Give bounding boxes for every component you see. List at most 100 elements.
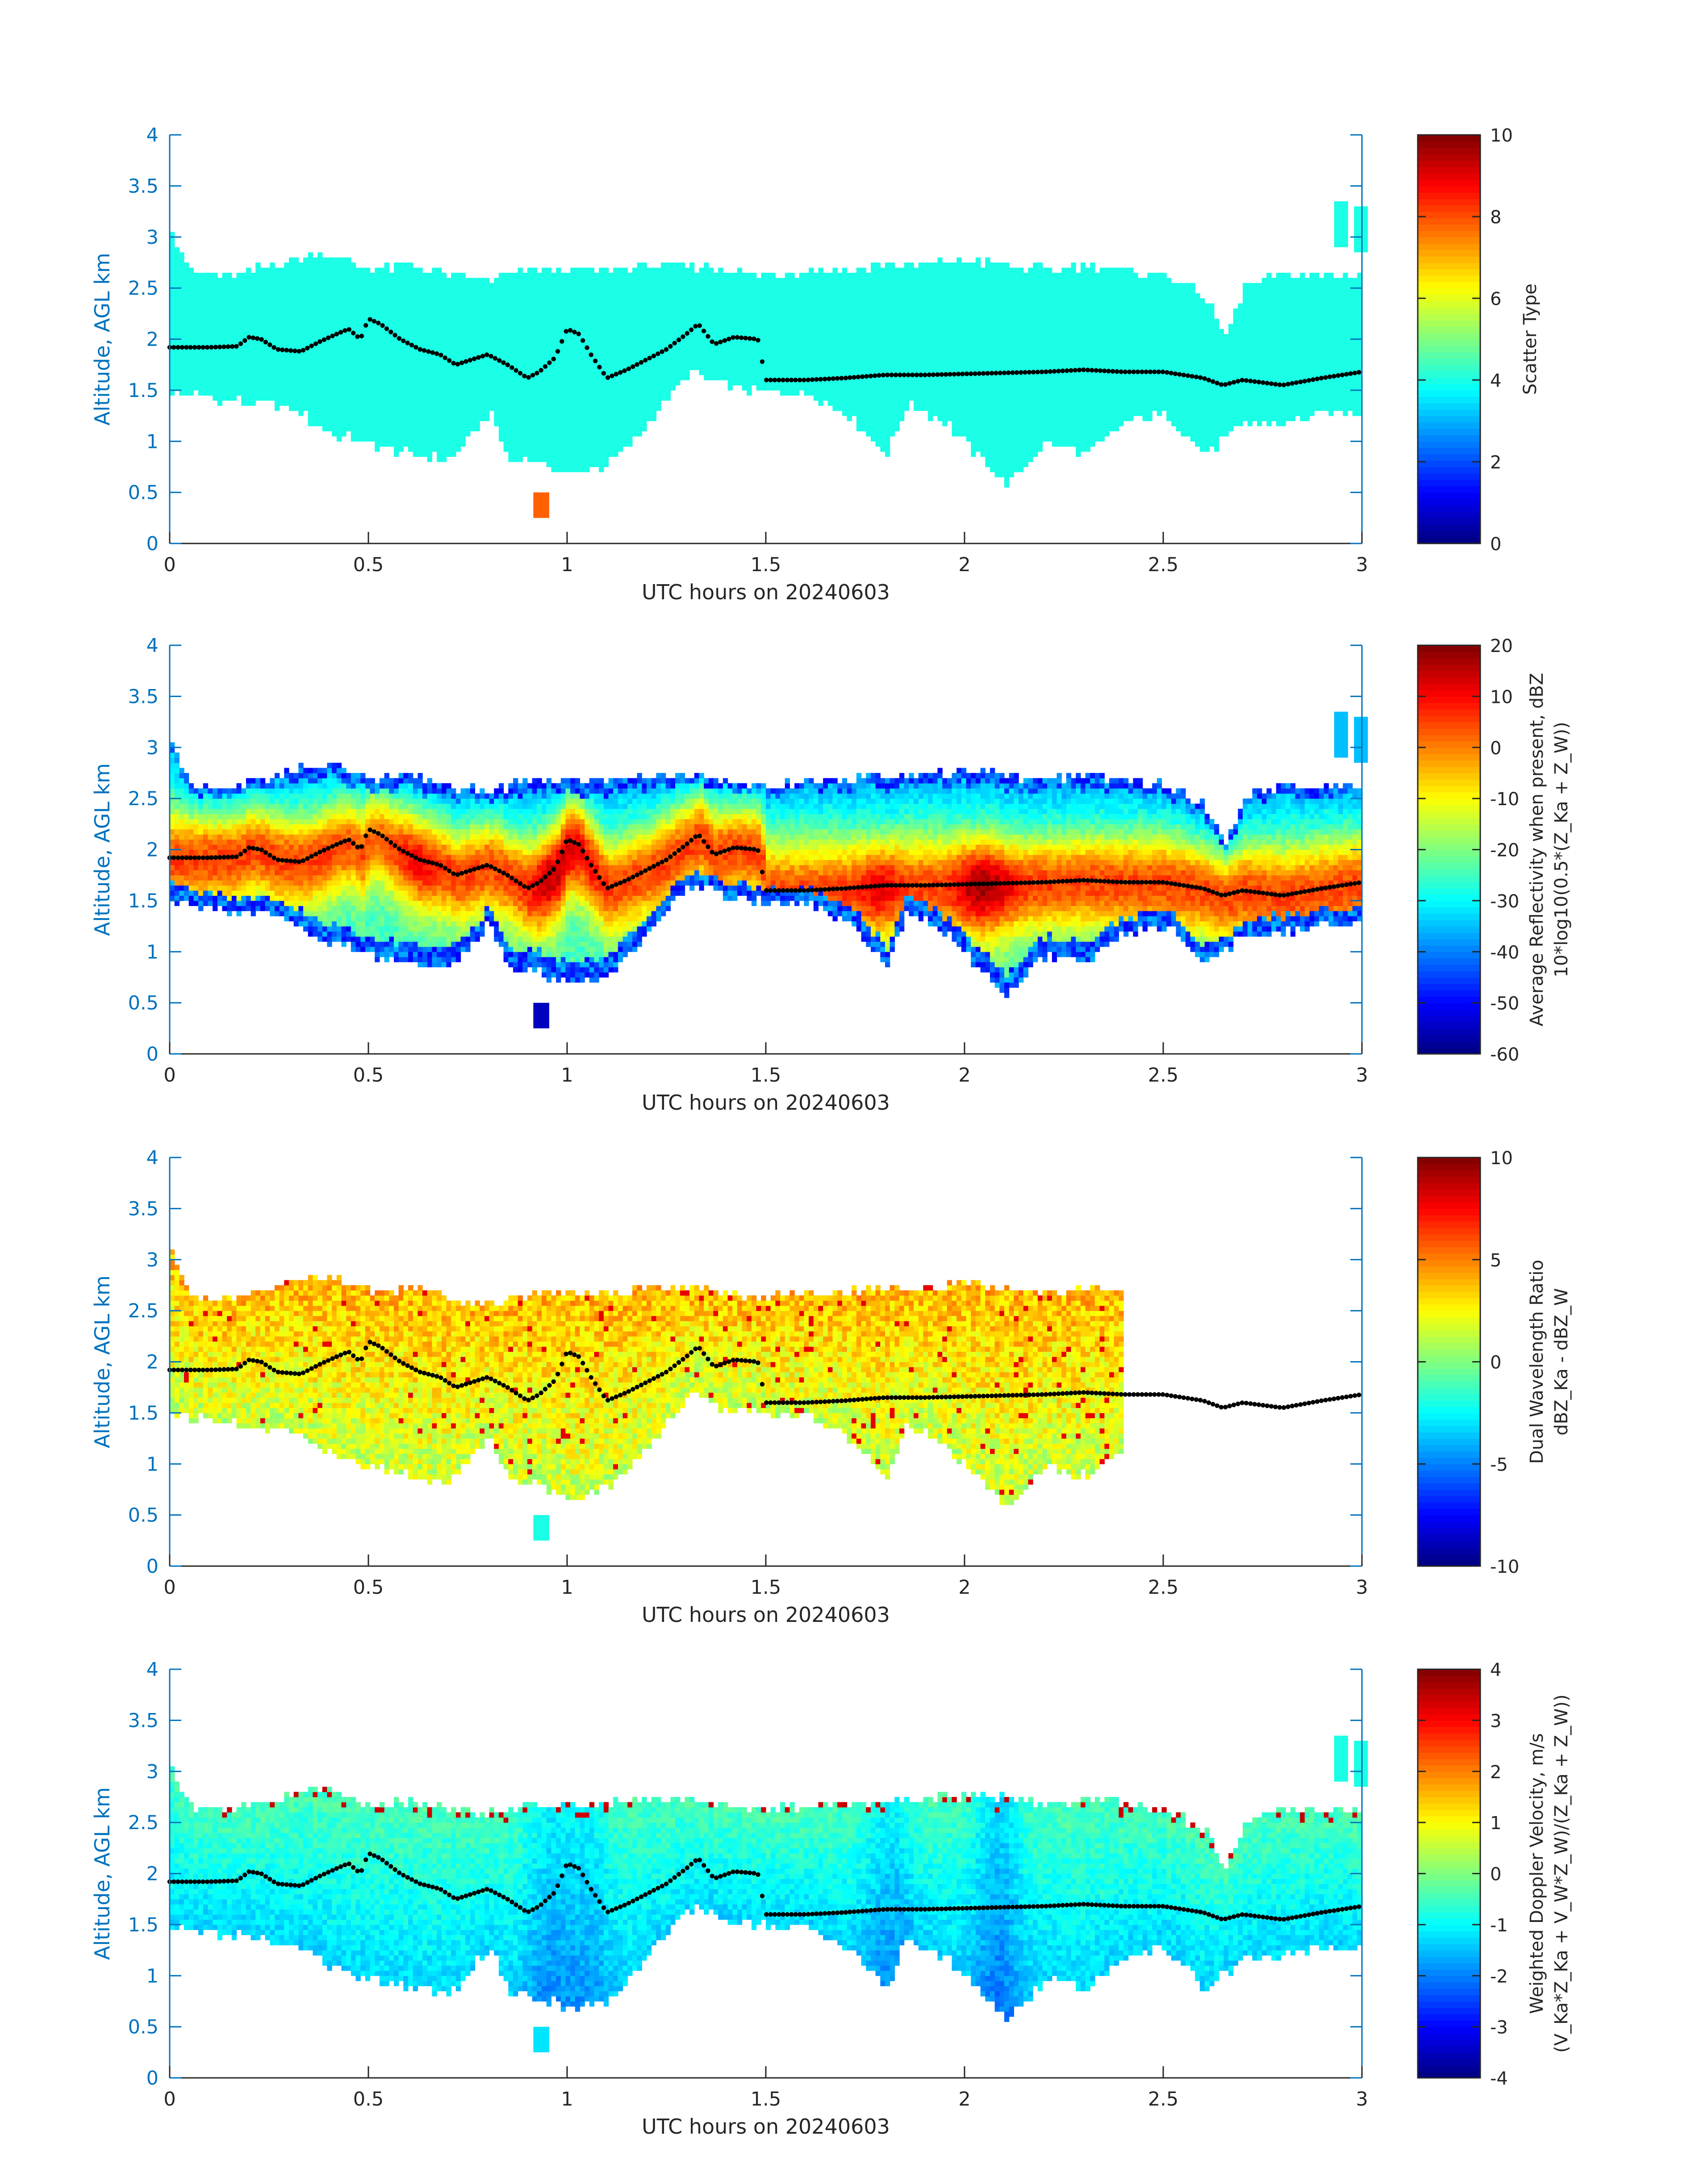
field-cell	[546, 354, 551, 360]
field-cell	[241, 278, 246, 284]
field-cell	[222, 334, 227, 340]
field-cell	[894, 272, 900, 278]
field-cell	[794, 339, 800, 345]
field-cell	[398, 278, 404, 284]
field-cell	[942, 385, 948, 391]
field-cell	[608, 395, 614, 401]
field-cell	[942, 380, 948, 385]
field-cell	[923, 359, 928, 365]
field-cell	[341, 431, 347, 437]
field-cell	[384, 344, 389, 350]
field-cell	[889, 272, 895, 278]
field-cell	[904, 262, 909, 268]
field-cell	[336, 385, 342, 391]
field-cell	[556, 426, 561, 431]
field-cell	[260, 267, 266, 273]
field-cell	[484, 288, 490, 294]
field-cell	[313, 324, 318, 330]
field-cell	[699, 298, 704, 304]
field-cell	[279, 364, 284, 370]
field-cell	[293, 324, 299, 330]
field-cell	[752, 293, 757, 299]
field-cell	[213, 303, 218, 309]
field-cell	[384, 416, 389, 422]
field-cell	[422, 283, 428, 288]
field-cell	[632, 267, 638, 273]
field-cell	[542, 308, 547, 314]
field-cell	[861, 334, 866, 340]
field-cell	[889, 344, 895, 350]
field-cell	[560, 390, 566, 396]
field-cell	[351, 431, 356, 437]
field-cell	[341, 400, 347, 406]
field-cell	[608, 416, 614, 422]
field-cell	[432, 283, 437, 288]
field-cell	[494, 278, 499, 284]
field-cell	[494, 364, 499, 370]
field-cell	[275, 324, 280, 330]
field-cell	[780, 324, 785, 330]
field-cell	[217, 334, 223, 340]
field-cell	[270, 395, 275, 401]
field-cell	[575, 267, 580, 273]
field-cell	[508, 359, 514, 365]
field-cell	[503, 395, 509, 401]
field-cell	[346, 354, 351, 360]
field-cell	[494, 318, 499, 324]
field-cell	[580, 308, 585, 314]
field-cell	[570, 416, 576, 422]
field-cell	[827, 298, 833, 304]
field-cell	[398, 283, 404, 288]
field-cell	[241, 288, 246, 294]
field-cell	[947, 380, 952, 385]
field-cell	[379, 303, 385, 309]
field-cell	[427, 359, 432, 365]
field-cell	[618, 421, 623, 426]
field-cell	[370, 329, 375, 334]
field-cell	[394, 318, 399, 324]
field-cell	[589, 324, 595, 330]
field-cell	[627, 308, 633, 314]
field-cell	[498, 272, 504, 278]
field-cell	[370, 324, 375, 330]
field-cell	[618, 329, 623, 334]
field-cell	[627, 354, 633, 360]
field-cell	[551, 456, 556, 462]
field-cell	[265, 334, 270, 340]
field-cell	[713, 303, 718, 309]
field-cell	[603, 405, 609, 411]
field-cell	[551, 272, 556, 278]
field-cell	[275, 329, 280, 334]
field-cell	[608, 451, 614, 457]
field-cell	[375, 410, 380, 416]
field-cell	[661, 375, 666, 380]
field-cell	[193, 272, 199, 278]
field-cell	[589, 293, 595, 299]
field-cell	[918, 283, 924, 288]
field-cell	[188, 359, 194, 365]
field-cell	[498, 416, 504, 422]
field-cell	[498, 318, 504, 324]
field-cell	[632, 278, 638, 284]
field-cell	[413, 313, 418, 319]
field-cell	[351, 436, 356, 442]
field-cell	[494, 298, 499, 304]
field-cell	[804, 318, 809, 324]
field-cell	[451, 375, 456, 380]
field-cell	[546, 313, 551, 319]
field-cell	[642, 283, 647, 288]
field-cell	[418, 272, 423, 278]
field-cell	[627, 436, 633, 442]
field-cell	[322, 344, 328, 350]
field-cell	[327, 318, 332, 324]
field-cell	[766, 272, 771, 278]
field-cell	[785, 329, 790, 334]
field-cell	[241, 272, 246, 278]
field-cell	[403, 293, 409, 299]
field-cell	[613, 416, 618, 422]
field-cell	[852, 400, 857, 406]
field-cell	[556, 293, 561, 299]
field-cell	[455, 303, 461, 309]
field-cell	[470, 318, 476, 324]
field-cell	[599, 370, 604, 376]
